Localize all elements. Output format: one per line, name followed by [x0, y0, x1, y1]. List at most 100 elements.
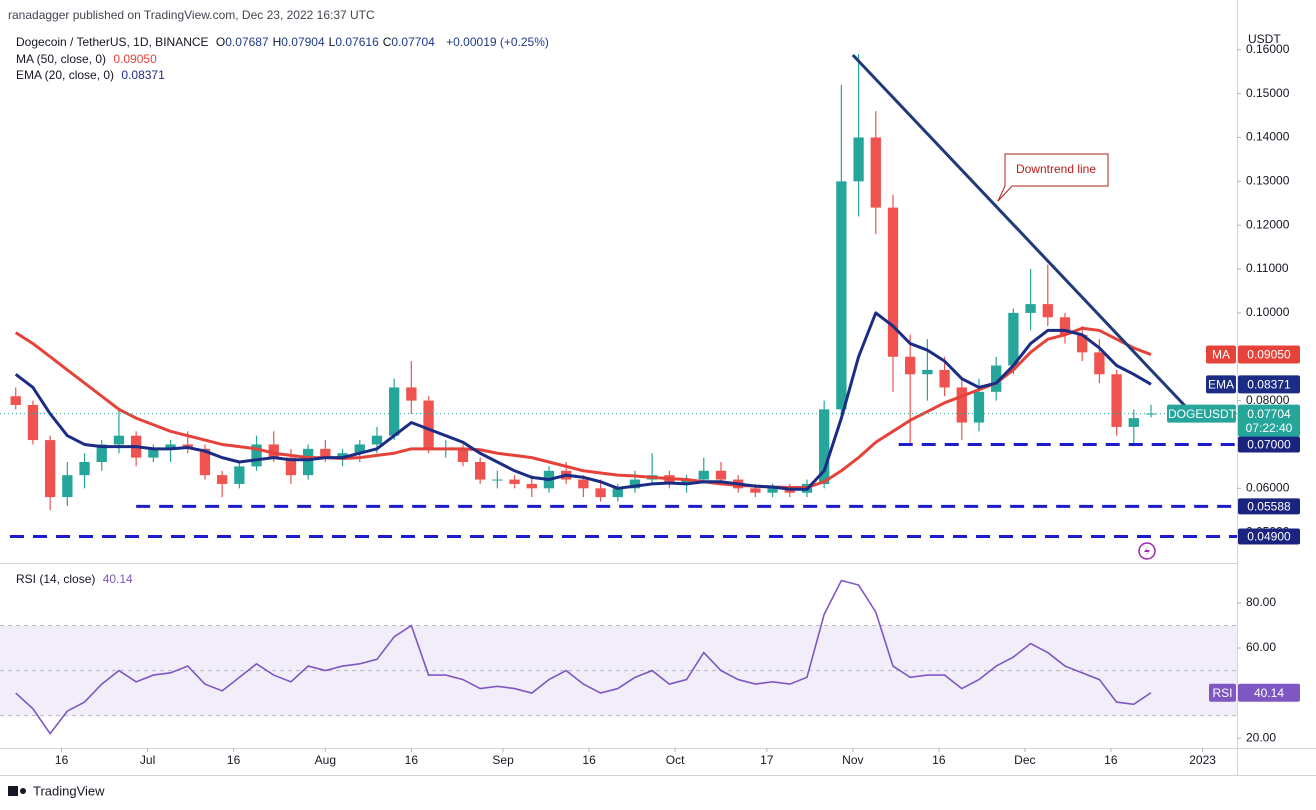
candle-body [474, 462, 486, 480]
tag-value-box [1238, 683, 1300, 702]
candle-body [1042, 304, 1053, 318]
tag-value: 40.14 [1254, 686, 1284, 700]
ohlc-value: 0.07904 [281, 35, 325, 49]
y-tick-label: 0.06000 [1246, 480, 1290, 494]
footer-logo [8, 786, 26, 796]
ohlc: O0.07687 H0.07904 L0.07616 C0.07704 [216, 35, 439, 49]
candle-body [595, 488, 606, 498]
tag-name: MA [1212, 348, 1230, 362]
candle-body [887, 207, 899, 357]
candle-body [302, 448, 314, 476]
y-tick-label: 0.13000 [1246, 173, 1290, 187]
y-tick-label: 0.11000 [1246, 261, 1289, 275]
ohlc-key: L [328, 35, 336, 49]
level-tag [1238, 498, 1300, 515]
candle-body [337, 453, 348, 458]
candle-body [1128, 418, 1139, 427]
x-tick-label: 16 [582, 753, 596, 767]
legend-symbol-row: Dogecoin / TetherUS, 1D, BINANCE O0.0768… [16, 35, 553, 49]
tag-value-box [1238, 345, 1300, 364]
y-tick-label: 0.15000 [1246, 86, 1290, 100]
y-tick-label: 0.14000 [1246, 130, 1290, 144]
candle-body [10, 396, 21, 405]
candle-body [939, 369, 950, 388]
x-tick-label: 16 [227, 753, 241, 767]
ohlc-value: 0.07616 [335, 35, 379, 49]
candle-body [457, 448, 469, 463]
candle-body [629, 479, 641, 489]
candle-body [234, 466, 245, 484]
x-tick-label: 16 [55, 753, 69, 767]
x-tick-label: Nov [842, 753, 863, 767]
y-tick-label: 0.16000 [1246, 42, 1290, 56]
candle-body [148, 448, 159, 458]
candle-body [922, 369, 933, 375]
candle-body [509, 479, 520, 484]
x-tick-label: 16 [405, 753, 419, 767]
legend-ema: EMA (20, close, 0) 0.08371 [16, 68, 169, 82]
candle-body [44, 440, 56, 498]
rsi-y-tick-label: 20.00 [1246, 730, 1276, 744]
countdown: 07:22:40 [1246, 421, 1293, 435]
x-tick-label: 16 [1104, 753, 1118, 767]
candle-body [715, 470, 727, 480]
candle-body [1077, 334, 1088, 353]
candle-body [285, 457, 297, 476]
rsi-value: 40.14 [102, 572, 133, 586]
ohlc-value: 0.07704 [391, 35, 435, 49]
axes: 0.050000.060000.070000.080000.090000.100… [55, 42, 1300, 767]
alert-icon[interactable] [1138, 542, 1156, 560]
candle-body [165, 444, 176, 449]
candle-body [991, 365, 1002, 392]
legend-ma: MA (50, close, 0) 0.09050 [16, 52, 161, 66]
tag-name-box [1206, 375, 1236, 394]
last-price-box [1238, 404, 1300, 437]
ma-value: 0.09050 [113, 52, 157, 66]
candle-body [819, 409, 830, 484]
candle-body [423, 400, 434, 449]
annotation-callout [997, 153, 1109, 202]
indicator-line [14, 311, 1152, 491]
ohlc-key: C [382, 35, 392, 49]
x-tick-label: Jul [140, 753, 155, 767]
rsi-y-tick-label: 60.00 [1246, 640, 1276, 654]
price-pane [0, 53, 1237, 539]
candle-body [320, 448, 331, 458]
x-tick-label: Sep [492, 753, 514, 767]
candle-body [354, 444, 365, 454]
candle-body [406, 387, 417, 401]
y-tick-label: 0.10000 [1246, 305, 1290, 319]
ohlc-key: H [272, 35, 282, 49]
candle-body [79, 462, 90, 476]
y-axis-title: USDT [1248, 32, 1281, 46]
ohlc-value: 0.07687 [225, 35, 269, 49]
tag-name: EMA [1208, 378, 1234, 392]
level-tag [1238, 528, 1300, 545]
tag-name: DOGEUSDT [1168, 407, 1237, 421]
x-tick-label: Oct [666, 753, 685, 767]
rsi-name: RSI (14, close) [16, 572, 96, 586]
candle-body [62, 475, 73, 498]
change: +0.00019 (+0.25%) [446, 35, 549, 49]
candle-body [750, 488, 761, 493]
candle-body [1145, 413, 1157, 415]
candle-body [526, 483, 537, 489]
candle-body [956, 387, 967, 423]
ohlc-key: O [215, 35, 226, 49]
y-tick-label: 0.12000 [1246, 217, 1290, 231]
candle-body [1025, 304, 1036, 313]
candle-body [836, 181, 847, 410]
ema-value: 0.08371 [121, 68, 165, 82]
ma-name: MA (50, close, 0) [16, 52, 107, 66]
candle-body [199, 448, 211, 476]
symbol: Dogecoin / TetherUS, 1D, BINANCE [16, 35, 209, 49]
candle-body [870, 137, 881, 208]
footer-text: TradingView [33, 783, 105, 798]
candle-body [853, 137, 864, 182]
candle-body [1111, 374, 1122, 427]
candle-body [905, 356, 916, 375]
x-tick-label: Dec [1014, 753, 1035, 767]
candle-body [973, 391, 985, 423]
candle-body [268, 444, 279, 458]
